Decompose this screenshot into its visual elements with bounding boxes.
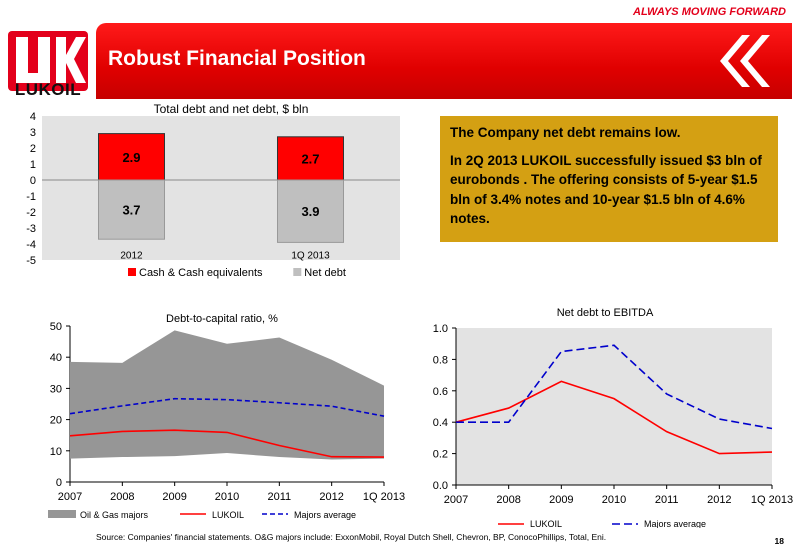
legend-label: Net debt [304, 267, 346, 279]
y-tick-label: -4 [26, 239, 36, 251]
bar-data-label: 2.7 [301, 151, 319, 166]
tagline: ALWAYS MOVING FORWARD [633, 6, 786, 18]
info-box: The Company net debt remains low. In 2Q … [440, 116, 778, 242]
x-tick-label: 1Q 2013 [291, 250, 330, 261]
legend-label: Cash & Cash equivalents [139, 267, 263, 279]
bar-data-label: 2.9 [122, 150, 140, 165]
plot-area [456, 328, 772, 485]
legend-swatch [48, 510, 76, 518]
chart-title: Net debt to EBITDA [557, 307, 654, 319]
double-chevron-icon [720, 35, 770, 87]
x-tick-label: 2012 [319, 491, 343, 503]
y-tick-label: -1 [26, 191, 36, 203]
debt-bar-chart-svg: Total debt and net debt, $ bln 4 3 2 1 0 -1 -2 -… [26, 102, 400, 279]
majors-range-band [70, 330, 384, 460]
y-tick-label: -5 [26, 255, 36, 267]
series-line [69, 397, 385, 417]
x-tick-label: 2012 [707, 494, 731, 506]
y-tick-label: 0.8 [433, 354, 448, 366]
x-tick-label: 2009 [162, 491, 186, 503]
debt-to-capital-chart: Debt-to-capital ratio, % 0 10 20 30 40 50 2007 2… [8, 306, 406, 528]
info-line-2: In 2Q 2013 LUKOIL successfully issued $3… [450, 152, 762, 227]
page-number: 18 [774, 536, 784, 546]
y-tick-label: 20 [50, 415, 62, 427]
x-tick-label: 2011 [655, 494, 679, 506]
y-tick-label: 30 [50, 383, 62, 395]
net-debt-ebitda-chart-svg: Net debt to EBITDA 0.0 0.2 0.4 0.6 0.8 1.0 2007… [433, 307, 793, 528]
chart-title: Total debt and net debt, $ bln [154, 102, 309, 116]
y-tick-label: 0.4 [433, 417, 448, 429]
debt-bar-chart: Total debt and net debt, $ bln 4 3 2 1 0 -1 -2 -… [8, 102, 408, 282]
y-tick-label: 1 [30, 159, 36, 171]
x-tick-label: 1Q 2013 [363, 491, 405, 503]
y-tick-label: 2 [30, 143, 36, 155]
x-tick-label: 2012 [120, 250, 143, 261]
y-tick-label: 10 [50, 446, 62, 458]
x-tick-label: 2008 [496, 494, 520, 506]
plot-area [42, 116, 400, 260]
net-debt-ebitda-chart: Net debt to EBITDA 0.0 0.2 0.4 0.6 0.8 1.0 2007… [412, 306, 798, 528]
legend-label: Majors average [294, 510, 356, 520]
legend-swatch [293, 268, 302, 276]
x-tick-label: 2010 [215, 491, 239, 503]
y-tick-label: -3 [26, 223, 36, 235]
bar [98, 133, 165, 181]
x-tick-label: 2011 [268, 491, 292, 503]
series-line [455, 380, 773, 455]
legend-label: Oil & Gas majors [80, 510, 149, 520]
y-tick-label: 0.6 [433, 386, 448, 398]
x-tick-label: 1Q 2013 [751, 494, 793, 506]
y-tick-label: 40 [50, 352, 62, 364]
y-tick-label: 0 [56, 477, 62, 489]
y-tick-label: 0.0 [433, 480, 448, 492]
y-tick-label: -2 [26, 207, 36, 219]
x-tick-label: 2010 [602, 494, 626, 506]
bar-data-label: 3.7 [122, 203, 140, 218]
page-title: Robust Financial Position [108, 47, 366, 70]
bar-data-label: 3.9 [301, 204, 319, 219]
y-tick-label: 1.0 [433, 323, 448, 335]
legend-label: Majors average [644, 519, 706, 528]
legend-label: LUKOIL [530, 519, 562, 528]
series-line [69, 429, 385, 458]
legend-swatch [128, 268, 136, 276]
series-line [456, 344, 773, 430]
y-tick-label: 0 [30, 175, 36, 187]
bar [277, 179, 344, 243]
y-tick-label: 4 [30, 111, 36, 123]
x-tick-label: 2007 [58, 491, 82, 503]
logo-text: LUKOIL [14, 80, 82, 99]
bar [277, 136, 344, 181]
info-line-1: The Company net debt remains low. [450, 125, 681, 140]
x-tick-label: 2009 [549, 494, 573, 506]
legend-label: LUKOIL [212, 510, 244, 520]
y-tick-label: 50 [50, 321, 62, 333]
bar [98, 179, 165, 240]
debt-to-capital-chart-svg: Debt-to-capital ratio, % 0 10 20 30 40 50 2007 2… [48, 313, 405, 520]
x-tick-label: 2008 [110, 491, 134, 503]
x-tick-label: 2007 [444, 494, 468, 506]
y-tick-label: 3 [30, 127, 36, 139]
source-footnote: Source: Companies' financial statements.… [96, 532, 607, 542]
lukoil-logo-icon [8, 31, 88, 91]
y-tick-label: 0.2 [433, 449, 448, 461]
title-bar: Robust Financial Position [96, 23, 792, 99]
chart-title: Debt-to-capital ratio, % [166, 313, 278, 325]
